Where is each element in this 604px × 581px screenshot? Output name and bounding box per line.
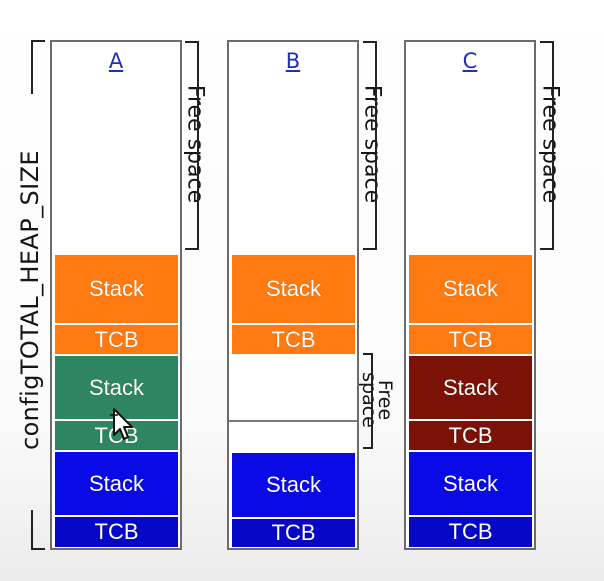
column-c-tcb-1: TCB — [409, 325, 532, 354]
column-b-free-space-bracket — [363, 41, 377, 250]
column-a-tcb-1: TCB — [55, 325, 178, 354]
heap-column-b: B Stack TCB Stack TCB — [227, 40, 359, 550]
column-c-free-space-bracket — [540, 41, 554, 250]
column-b-label: B — [285, 49, 301, 73]
column-b-tcb-1: TCB — [232, 325, 355, 354]
column-b-tcb-2: TCB — [232, 519, 355, 547]
column-b-free-space-2-bracket — [363, 353, 373, 449]
column-a-free-space-bracket — [185, 41, 199, 250]
column-c-stack-3: Stack — [409, 452, 532, 515]
column-c-tcb-2: TCB — [409, 421, 532, 450]
column-a-tcb-3: TCB — [55, 517, 178, 547]
mouse-cursor-icon — [110, 408, 133, 440]
column-a-stack-3: Stack — [55, 452, 178, 515]
heap-size-bracket-line-bottom — [31, 510, 33, 550]
heap-size-bracket-bottom — [31, 548, 45, 550]
column-a-stack-2: Stack — [55, 356, 178, 419]
column-a-label: A — [108, 49, 124, 73]
column-c-stack-1: Stack — [409, 255, 532, 323]
column-a-stack-1: Stack — [55, 255, 178, 323]
column-b-stack-1: Stack — [232, 255, 355, 323]
column-c-tcb-3: TCB — [409, 517, 532, 547]
heap-size-label: configTOTAL_HEAP_SIZE — [16, 150, 44, 450]
column-c-label: C — [462, 49, 478, 73]
heap-column-a: A Stack TCB Stack TCB Stack TCB — [50, 40, 182, 550]
heap-size-bracket-line — [31, 40, 33, 94]
column-c-stack-2: Stack — [409, 356, 532, 419]
column-b-divider — [229, 420, 357, 422]
heap-column-c: C Stack TCB Stack TCB Stack TCB — [404, 40, 536, 550]
heap-size-bracket-top — [31, 40, 45, 42]
column-b-stack-2: Stack — [232, 453, 355, 517]
